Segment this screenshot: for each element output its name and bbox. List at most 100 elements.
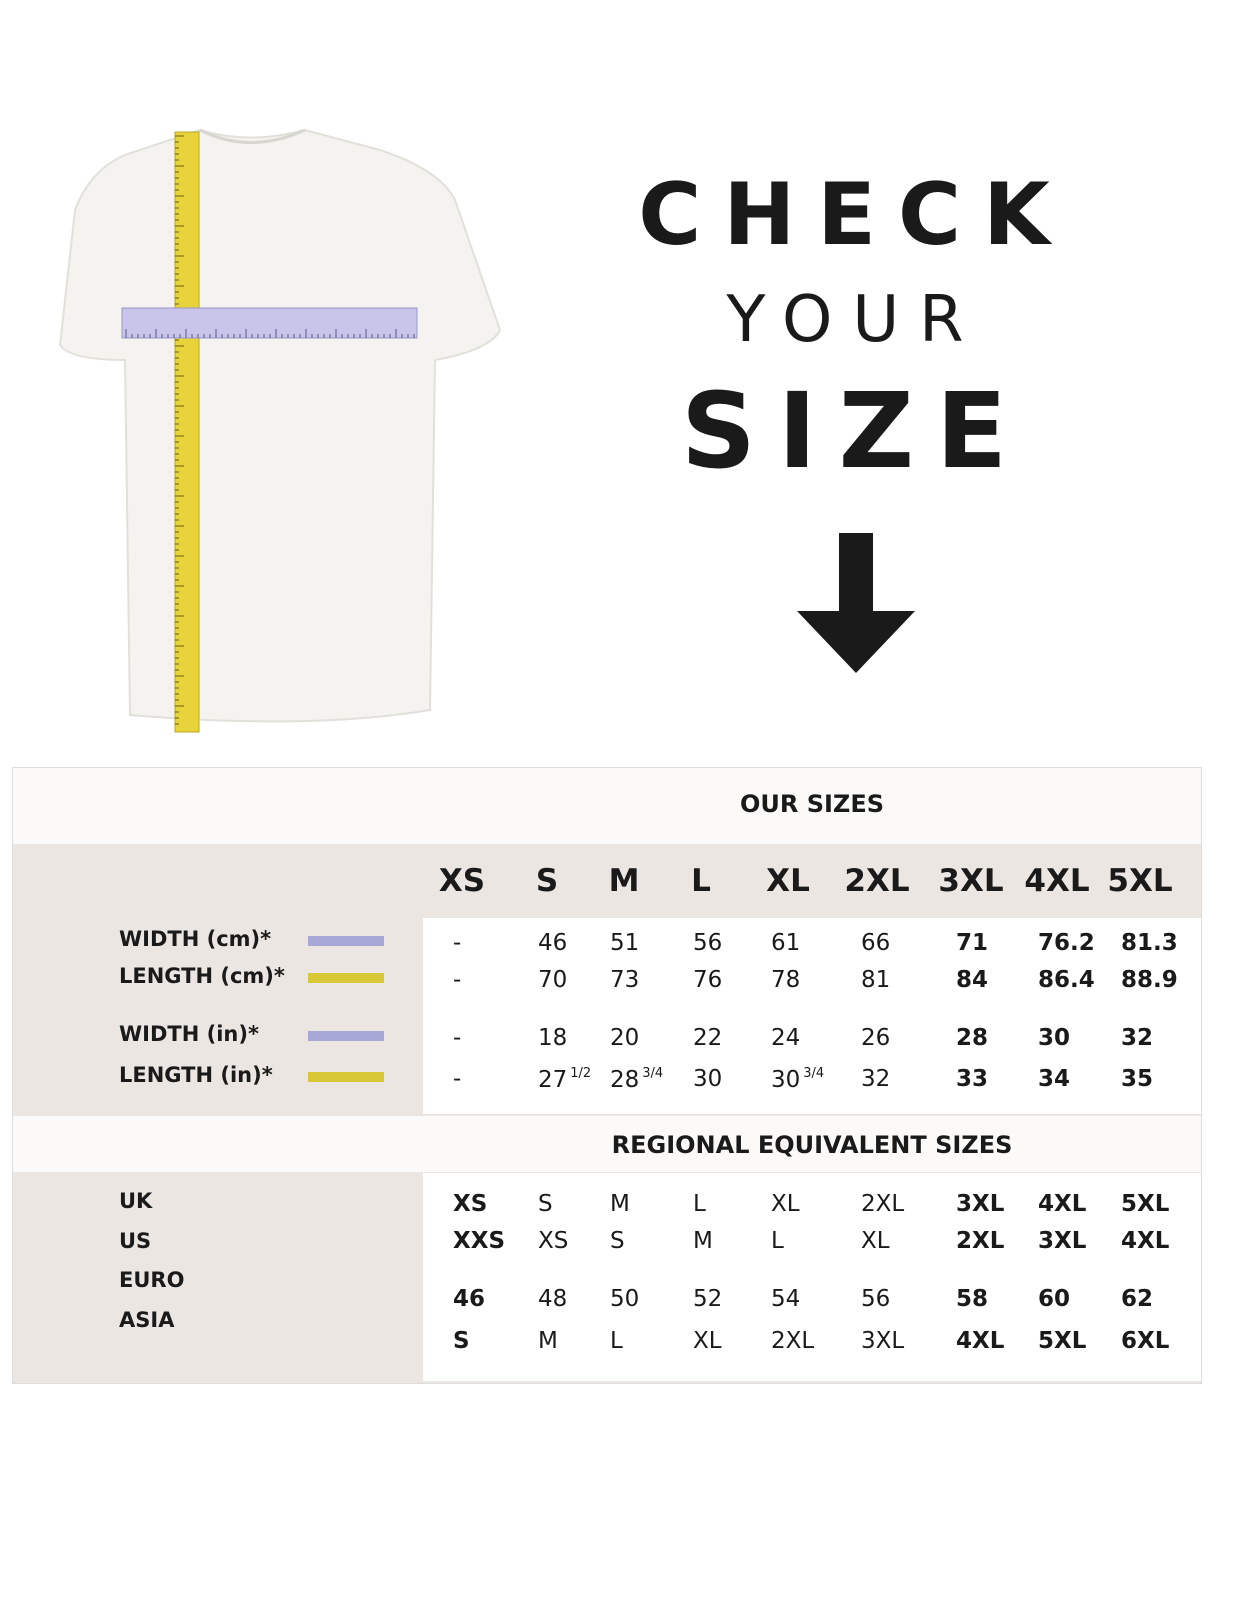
size-header-5xl: 5XL	[1107, 863, 1173, 899]
measure-cell: 46	[538, 930, 567, 956]
measure-cell: 34	[1038, 1066, 1070, 1092]
cell-fraction: 3/4	[803, 1066, 825, 1081]
measure-cell: 70	[538, 967, 567, 993]
cell-value: -	[453, 930, 462, 956]
cell-value: 28	[610, 1067, 640, 1093]
cell-value: 66	[861, 930, 891, 956]
measure-cell: 30	[693, 1066, 722, 1092]
cell-value: 51	[610, 930, 640, 956]
cell-value: 32	[861, 1066, 891, 1092]
measure-cell: 33	[956, 1066, 988, 1092]
cell-value: 88.9	[1121, 967, 1178, 993]
regional-cell: 3XL	[861, 1328, 905, 1354]
measure-row-label: LENGTH (cm)*	[119, 964, 285, 988]
regional-cell: 46	[453, 1286, 486, 1312]
measure-cell: 56	[693, 930, 722, 956]
regional-panel	[423, 1173, 1201, 1381]
cell-value: 61	[771, 930, 801, 956]
cell-value: 24	[771, 1025, 801, 1051]
size-header-4xl: 4XL	[1024, 863, 1090, 899]
cell-value: 34	[1038, 1066, 1071, 1092]
regional-row-label: US	[119, 1229, 152, 1253]
measure-cell: -	[453, 1025, 461, 1051]
regional-cell: S	[453, 1328, 470, 1354]
cell-value: 20	[610, 1025, 640, 1051]
measure-cell: 32	[1121, 1025, 1153, 1051]
measure-cell: 71	[956, 930, 988, 956]
regional-cell: 56	[861, 1286, 891, 1312]
measure-cell: 32	[861, 1066, 890, 1092]
regional-row-label: UK	[119, 1189, 153, 1213]
regional-cell: XL	[771, 1191, 800, 1217]
regional-cell: L	[771, 1228, 784, 1254]
regional-title: REGIONAL EQUIVALENT SIZES	[611, 1131, 1013, 1159]
size-header-s: S	[535, 863, 559, 899]
measure-cell: 30	[1038, 1025, 1070, 1051]
regional-cell: 54	[771, 1286, 801, 1312]
cell-value: 81	[861, 967, 891, 993]
regional-row-label: EURO	[119, 1268, 185, 1292]
cell-value: 46	[538, 930, 568, 956]
regional-cell: 2XL	[956, 1228, 1005, 1254]
measure-cell: 20	[610, 1025, 639, 1051]
headline-check: CHECK	[638, 165, 1072, 265]
regional-cell: 2XL	[861, 1191, 905, 1217]
regional-cell: XS	[538, 1228, 569, 1254]
measure-row-label: LENGTH (in)*	[119, 1063, 273, 1087]
width-color-swatch	[308, 936, 384, 946]
measure-cell: 86.4	[1038, 967, 1095, 993]
regional-cell: 5XL	[1121, 1191, 1170, 1217]
size-table: OUR SIZES REGIONAL EQUIVALENT SIZES XS S M…	[12, 767, 1202, 1384]
length-color-swatch	[308, 1072, 384, 1082]
cell-value: 33	[956, 1066, 989, 1092]
regional-cell: XL	[693, 1328, 722, 1354]
cell-value: 73	[610, 967, 640, 993]
cell-value: 30	[693, 1066, 723, 1092]
regional-cell: 50	[610, 1286, 640, 1312]
measure-cell: 22	[693, 1025, 722, 1051]
measure-cell: 84	[956, 967, 988, 993]
cell-value: 84	[956, 967, 989, 993]
measure-row-label: WIDTH (cm)*	[119, 927, 272, 951]
regional-cell: M	[538, 1328, 558, 1354]
measure-cell: 28 3/4	[610, 1066, 663, 1093]
size-header-l: L	[691, 863, 711, 899]
measure-cell: -	[453, 1066, 461, 1092]
measure-row-label: WIDTH (in)*	[119, 1022, 259, 1046]
regional-cell: M	[693, 1228, 713, 1254]
cell-value: 22	[693, 1025, 723, 1051]
headline-your: YOUR	[726, 283, 984, 357]
measure-cell: 35	[1121, 1066, 1153, 1092]
measure-cell: 51	[610, 930, 639, 956]
regional-cell: L	[693, 1191, 706, 1217]
regional-cell: M	[610, 1191, 630, 1217]
cell-value: 28	[956, 1025, 989, 1051]
arrow-down-icon	[797, 533, 915, 673]
regional-cell: S	[538, 1191, 553, 1217]
measure-cell: 27 1/2	[538, 1066, 591, 1093]
length-color-swatch	[308, 973, 384, 983]
cell-value: 86.4	[1038, 967, 1095, 993]
regional-cell: 4XL	[1121, 1228, 1170, 1254]
cell-value: 32	[1121, 1025, 1154, 1051]
regional-cell: L	[610, 1328, 623, 1354]
cell-value: 78	[771, 967, 801, 993]
headline-size: SIZE	[680, 370, 1030, 492]
cell-value: 30	[771, 1067, 801, 1093]
cell-value: 70	[538, 967, 568, 993]
length-tape-ticks	[175, 135, 184, 725]
measure-cell: 81	[861, 967, 890, 993]
size-header-xs: XS	[438, 863, 486, 899]
measure-cell: 28	[956, 1025, 988, 1051]
regional-cell: 62	[1121, 1286, 1154, 1312]
cell-fraction: 3/4	[642, 1066, 664, 1081]
size-header-2xl: 2XL	[844, 863, 910, 899]
measure-cell: -	[453, 930, 461, 956]
regional-row-label: ASIA	[119, 1308, 175, 1332]
regional-band	[13, 1116, 1201, 1172]
measure-cell: -	[453, 967, 461, 993]
measure-cell: 24	[771, 1025, 800, 1051]
size-header-xl: XL	[766, 863, 810, 899]
tshirt-shape	[58, 128, 502, 723]
